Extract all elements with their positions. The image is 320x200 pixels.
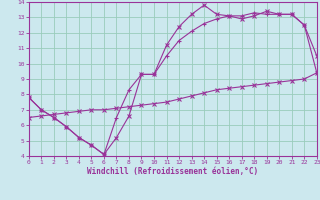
X-axis label: Windchill (Refroidissement éolien,°C): Windchill (Refroidissement éolien,°C) bbox=[87, 167, 258, 176]
